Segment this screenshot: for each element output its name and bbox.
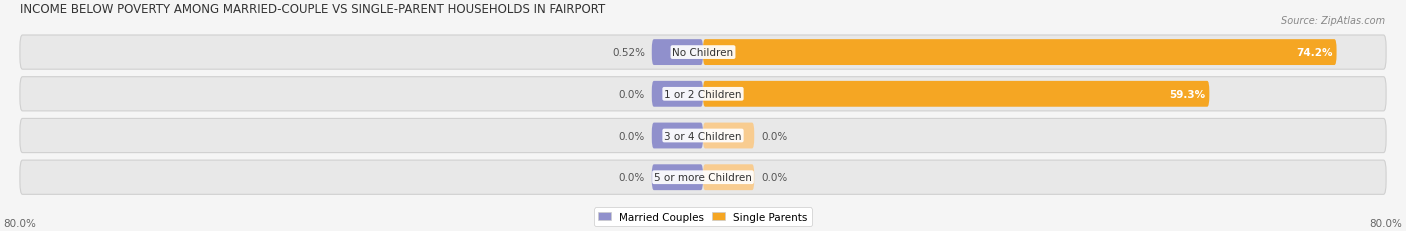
Text: 0.0%: 0.0% bbox=[761, 173, 787, 182]
FancyBboxPatch shape bbox=[703, 123, 754, 149]
FancyBboxPatch shape bbox=[652, 123, 703, 149]
FancyBboxPatch shape bbox=[20, 36, 1386, 70]
Text: No Children: No Children bbox=[672, 48, 734, 58]
FancyBboxPatch shape bbox=[703, 40, 1337, 66]
FancyBboxPatch shape bbox=[652, 164, 703, 190]
Text: 5 or more Children: 5 or more Children bbox=[654, 173, 752, 182]
Text: INCOME BELOW POVERTY AMONG MARRIED-COUPLE VS SINGLE-PARENT HOUSEHOLDS IN FAIRPOR: INCOME BELOW POVERTY AMONG MARRIED-COUPL… bbox=[20, 3, 605, 16]
Text: Source: ZipAtlas.com: Source: ZipAtlas.com bbox=[1281, 16, 1385, 26]
Text: 0.0%: 0.0% bbox=[761, 131, 787, 141]
FancyBboxPatch shape bbox=[703, 164, 754, 190]
FancyBboxPatch shape bbox=[703, 82, 1209, 107]
Text: 59.3%: 59.3% bbox=[1168, 89, 1205, 99]
Text: 1 or 2 Children: 1 or 2 Children bbox=[664, 89, 742, 99]
FancyBboxPatch shape bbox=[652, 82, 703, 107]
Legend: Married Couples, Single Parents: Married Couples, Single Parents bbox=[595, 208, 811, 226]
Text: 3 or 4 Children: 3 or 4 Children bbox=[664, 131, 742, 141]
FancyBboxPatch shape bbox=[20, 77, 1386, 111]
FancyBboxPatch shape bbox=[652, 40, 703, 66]
Text: 0.52%: 0.52% bbox=[612, 48, 645, 58]
Text: 74.2%: 74.2% bbox=[1296, 48, 1333, 58]
Text: 0.0%: 0.0% bbox=[619, 173, 645, 182]
Text: 0.0%: 0.0% bbox=[619, 89, 645, 99]
FancyBboxPatch shape bbox=[20, 160, 1386, 195]
FancyBboxPatch shape bbox=[20, 119, 1386, 153]
Text: 0.0%: 0.0% bbox=[619, 131, 645, 141]
